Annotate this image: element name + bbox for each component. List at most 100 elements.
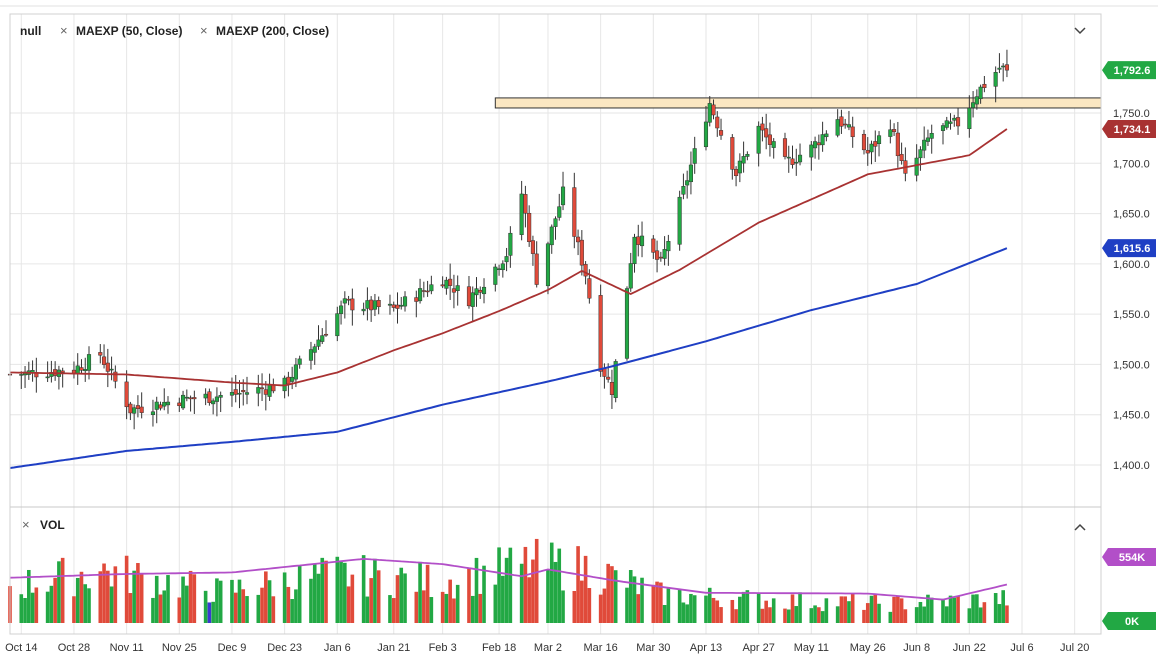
- volume-bar: [993, 593, 998, 623]
- candle-body: [703, 121, 709, 148]
- candle-body: [286, 376, 291, 385]
- candle-body: [914, 157, 919, 176]
- candle-body: [474, 288, 479, 296]
- volume-bar: [659, 582, 663, 623]
- y-tick-label: 1,750.0: [1113, 108, 1150, 120]
- volume-bar: [587, 588, 592, 623]
- candle-body: [816, 142, 821, 146]
- candle-body: [602, 368, 607, 377]
- x-tick-label: Dec 9: [218, 642, 247, 654]
- candle-body: [429, 284, 434, 292]
- volume-bar: [978, 607, 983, 623]
- candle-body: [414, 297, 419, 302]
- candle-body: [470, 292, 475, 307]
- volume-bar: [1001, 590, 1005, 623]
- x-tick-label: Mar 30: [636, 642, 670, 654]
- volume-bar: [185, 585, 189, 623]
- volume-bar: [768, 607, 772, 623]
- candle-body: [557, 206, 562, 218]
- x-tick-label: Apr 27: [742, 642, 774, 654]
- y-tick-label: 1,600.0: [1113, 259, 1150, 271]
- volume-ma-line: [9, 557, 1008, 601]
- volume-bar: [632, 576, 637, 623]
- chevron-up-icon[interactable]: [1074, 523, 1086, 531]
- x-tick-label: Oct 14: [5, 642, 37, 654]
- volume-bar: [580, 580, 584, 623]
- last-value-badge-shape: [1102, 119, 1156, 138]
- remove-ma200-icon[interactable]: ×: [200, 23, 208, 38]
- candle-body: [790, 158, 795, 165]
- chevron-down-icon[interactable]: [1074, 27, 1086, 35]
- volume-bar: [49, 585, 54, 623]
- volume-bar: [610, 566, 614, 623]
- candle-body: [809, 144, 814, 158]
- volume-bar: [497, 547, 501, 623]
- volume-axis-badge-shape: [1102, 548, 1156, 566]
- volume-axis-badge-shape: [1102, 612, 1156, 630]
- y-tick-label: 1,650.0: [1113, 209, 1150, 221]
- candle-body: [109, 368, 114, 371]
- candle-body: [421, 290, 426, 292]
- volume-bar: [27, 569, 31, 623]
- remove-vol-icon[interactable]: ×: [22, 517, 30, 532]
- y-tick-label: 1,500.0: [1113, 359, 1150, 371]
- candle-body: [45, 376, 50, 379]
- volume-bar: [572, 590, 577, 623]
- volume-bar: [335, 556, 340, 623]
- candle-body: [677, 196, 682, 245]
- volume-bar: [448, 579, 452, 623]
- volume-bar: [230, 579, 234, 623]
- volume-bar: [264, 571, 268, 623]
- candle-body: [132, 407, 137, 414]
- candle-body: [835, 119, 840, 136]
- volume-bar: [414, 591, 419, 623]
- volume-bar: [324, 560, 328, 623]
- candle-body: [241, 389, 246, 393]
- volume-bar: [79, 571, 84, 623]
- candle-body: [888, 129, 893, 137]
- candle-body: [624, 288, 630, 359]
- volume-bar: [786, 609, 791, 623]
- plot-frame: [9, 13, 1102, 635]
- candle-body: [1001, 65, 1006, 68]
- volume-bar: [181, 576, 185, 623]
- volume-bar: [271, 596, 276, 623]
- volume-bar: [941, 598, 945, 623]
- volume-bar: [418, 561, 422, 623]
- legend-ma200[interactable]: MAEXP (200, Close): [216, 24, 329, 38]
- last-value-badge-shape: [1102, 239, 1156, 258]
- candle-body: [662, 249, 667, 259]
- remove-ma50-icon[interactable]: ×: [60, 23, 68, 38]
- volume-bar: [493, 584, 498, 623]
- volume-bar: [764, 600, 768, 623]
- candle-body: [316, 339, 321, 347]
- volume-bar: [817, 607, 821, 623]
- candle-body: [688, 164, 693, 183]
- candle-body: [560, 186, 566, 206]
- resistance-zone[interactable]: [494, 97, 1102, 109]
- volume-bar: [1005, 605, 1009, 623]
- candle-body: [782, 138, 788, 157]
- candle-body: [948, 121, 953, 124]
- volume-bar: [692, 595, 697, 623]
- volume-bar: [136, 563, 140, 623]
- legend-ma50[interactable]: MAEXP (50, Close): [76, 24, 182, 38]
- x-tick-label: Nov 25: [162, 642, 197, 654]
- volume-bar: [557, 548, 562, 623]
- resistance-zone-group: [494, 97, 1102, 109]
- candle-body: [922, 139, 927, 151]
- candle-body: [391, 304, 396, 308]
- volume-bar: [771, 598, 776, 623]
- volume-bar: [685, 604, 689, 623]
- candle-body: [579, 239, 584, 266]
- volume-bar: [154, 575, 159, 623]
- volume-bar: [260, 587, 264, 623]
- volume-bar: [83, 584, 88, 623]
- volume-axis-badge-label: 0K: [1125, 616, 1139, 628]
- candle-body: [734, 169, 739, 177]
- volume-bar: [395, 575, 400, 623]
- candle-body: [929, 133, 934, 139]
- volume-pane-title: VOL: [40, 518, 65, 532]
- x-tick-label: Jun 8: [903, 642, 930, 654]
